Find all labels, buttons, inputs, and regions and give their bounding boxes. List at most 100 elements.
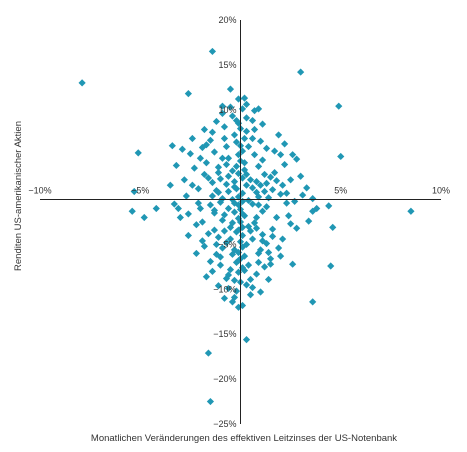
data-point <box>202 273 211 281</box>
data-point <box>232 116 241 125</box>
data-point <box>266 260 275 268</box>
data-point <box>248 200 257 208</box>
data-point <box>218 109 227 117</box>
data-point <box>329 223 337 231</box>
data-point <box>407 207 415 215</box>
data-point <box>228 250 237 258</box>
data-point <box>337 152 345 161</box>
data-point <box>258 156 267 164</box>
data-point <box>218 244 227 252</box>
data-point <box>268 225 277 233</box>
data-point <box>250 219 259 227</box>
data-point <box>256 288 265 296</box>
data-point <box>244 261 253 269</box>
y-tick-label: −10% <box>213 284 236 294</box>
data-point <box>242 336 251 344</box>
data-point <box>230 131 239 139</box>
data-point <box>182 192 190 200</box>
data-point <box>206 201 215 209</box>
data-point <box>248 235 257 243</box>
data-point <box>268 186 277 194</box>
data-point <box>248 283 257 292</box>
data-point <box>256 181 265 189</box>
data-point <box>289 260 297 268</box>
data-point <box>174 204 182 213</box>
data-point <box>232 162 241 170</box>
data-point <box>226 103 235 111</box>
data-point <box>277 190 285 198</box>
data-point <box>168 142 176 150</box>
data-point <box>246 176 255 184</box>
data-point <box>230 276 239 284</box>
data-point <box>281 160 289 169</box>
data-point <box>291 197 299 205</box>
data-point <box>248 184 257 192</box>
data-point <box>242 100 251 108</box>
data-point <box>250 107 259 115</box>
data-point <box>283 189 291 197</box>
data-point <box>198 237 207 245</box>
data-point <box>258 120 267 128</box>
data-point <box>194 199 202 207</box>
data-point <box>78 79 86 87</box>
data-point <box>246 227 255 235</box>
data-point <box>238 231 247 240</box>
data-point <box>208 178 217 187</box>
data-point <box>283 199 291 207</box>
points-layer <box>78 47 415 406</box>
data-point <box>230 183 239 191</box>
data-point <box>281 140 289 148</box>
data-point <box>184 210 192 218</box>
data-point <box>250 125 259 134</box>
data-point <box>222 180 231 188</box>
data-point <box>194 185 202 193</box>
data-point <box>152 204 160 213</box>
data-point <box>192 249 200 258</box>
y-tick-label: 20% <box>218 15 236 25</box>
x-tick-label: −5% <box>131 186 149 196</box>
data-point <box>212 240 221 249</box>
data-point <box>270 169 279 177</box>
data-point <box>260 187 269 196</box>
data-point <box>248 116 257 125</box>
data-point <box>297 172 305 180</box>
data-point <box>242 181 251 189</box>
data-point <box>252 188 261 196</box>
data-point <box>206 257 215 266</box>
data-point <box>180 176 188 184</box>
data-point <box>218 195 227 203</box>
data-point <box>224 204 233 213</box>
data-point <box>210 148 219 156</box>
x-tick-label: 10% <box>432 186 450 196</box>
data-point <box>252 224 261 232</box>
data-point <box>277 252 285 260</box>
data-point <box>224 172 233 180</box>
data-point <box>198 218 207 226</box>
data-point <box>224 154 233 162</box>
data-point <box>242 127 251 135</box>
data-point <box>293 224 301 232</box>
data-point <box>299 191 307 199</box>
data-point <box>313 204 321 213</box>
data-point <box>226 85 235 93</box>
data-point <box>277 151 285 159</box>
data-point <box>176 213 184 222</box>
data-point <box>256 137 265 145</box>
data-point <box>218 154 227 162</box>
data-point <box>208 192 217 200</box>
data-point <box>254 105 263 113</box>
data-point <box>252 178 261 186</box>
data-point <box>196 204 204 213</box>
data-point <box>297 68 305 76</box>
data-point <box>274 131 283 139</box>
data-point <box>206 136 215 144</box>
data-point <box>226 265 235 274</box>
y-axis-title: Renditen US-amerikanischer Aktien <box>13 121 24 271</box>
y-tick-label: −15% <box>213 329 236 339</box>
data-point <box>232 258 241 266</box>
data-point <box>222 142 231 151</box>
data-point <box>220 211 229 219</box>
data-point <box>264 248 273 257</box>
data-point <box>240 94 249 102</box>
data-point <box>262 203 271 211</box>
